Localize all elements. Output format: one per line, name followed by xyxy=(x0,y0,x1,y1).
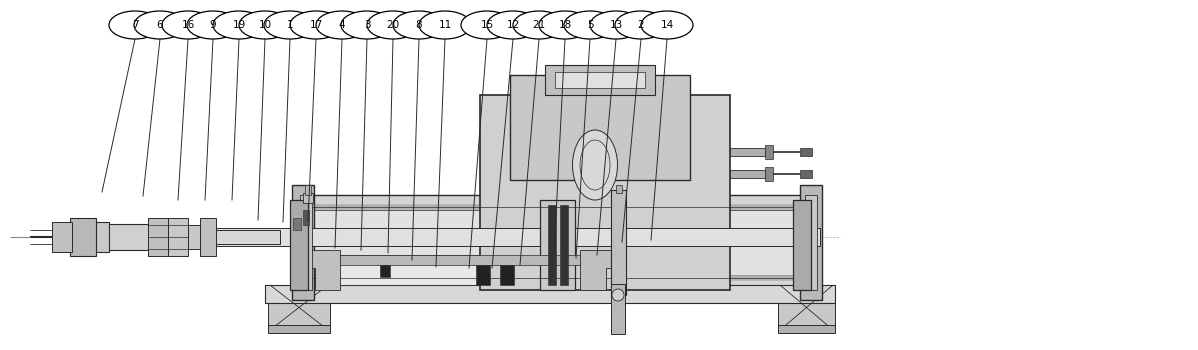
Bar xyxy=(294,218,301,230)
Bar xyxy=(800,148,812,156)
Text: 11: 11 xyxy=(438,20,452,30)
Ellipse shape xyxy=(461,11,513,39)
Polygon shape xyxy=(268,285,329,330)
Bar xyxy=(300,195,311,290)
Bar xyxy=(292,185,314,300)
Bar xyxy=(800,185,822,300)
Bar xyxy=(500,265,514,285)
Text: 13: 13 xyxy=(610,20,623,30)
Bar xyxy=(800,170,812,178)
Bar xyxy=(766,167,773,181)
Polygon shape xyxy=(149,218,168,256)
Ellipse shape xyxy=(573,130,617,200)
Bar xyxy=(99,228,819,246)
Polygon shape xyxy=(778,285,835,330)
Ellipse shape xyxy=(539,11,591,39)
Text: 18: 18 xyxy=(558,20,571,30)
Ellipse shape xyxy=(316,11,368,39)
Bar xyxy=(188,225,210,249)
Ellipse shape xyxy=(564,11,616,39)
Bar xyxy=(200,218,216,256)
Text: 16: 16 xyxy=(181,20,194,30)
Text: 14: 14 xyxy=(660,20,673,30)
Bar xyxy=(555,72,645,88)
Ellipse shape xyxy=(341,11,393,39)
Bar xyxy=(305,185,311,195)
Text: 10: 10 xyxy=(259,20,272,30)
Ellipse shape xyxy=(109,11,161,39)
Bar xyxy=(303,210,309,225)
Bar xyxy=(805,195,817,290)
Ellipse shape xyxy=(290,11,341,39)
Bar xyxy=(616,185,622,193)
Text: 17: 17 xyxy=(309,20,322,30)
Bar xyxy=(611,190,627,295)
Polygon shape xyxy=(69,218,96,256)
Bar xyxy=(730,148,766,156)
Bar xyxy=(480,95,730,290)
Text: 21: 21 xyxy=(532,20,545,30)
Bar xyxy=(315,255,605,265)
Ellipse shape xyxy=(162,11,214,39)
Ellipse shape xyxy=(393,11,444,39)
Text: 15: 15 xyxy=(480,20,494,30)
Polygon shape xyxy=(295,250,340,290)
Text: 7: 7 xyxy=(132,20,138,30)
Text: 19: 19 xyxy=(232,20,246,30)
Text: 20: 20 xyxy=(387,20,400,30)
Text: 1: 1 xyxy=(286,20,294,30)
Polygon shape xyxy=(168,218,188,256)
Text: 3: 3 xyxy=(364,20,370,30)
Ellipse shape xyxy=(367,11,419,39)
Text: 12: 12 xyxy=(507,20,520,30)
Polygon shape xyxy=(580,250,625,290)
Text: 5: 5 xyxy=(587,20,593,30)
Bar xyxy=(540,200,575,290)
Bar xyxy=(295,210,805,275)
Bar xyxy=(730,170,766,178)
Ellipse shape xyxy=(641,11,692,39)
Bar xyxy=(303,193,313,203)
Bar xyxy=(559,205,568,285)
Ellipse shape xyxy=(187,11,238,39)
Ellipse shape xyxy=(589,11,642,39)
Text: 9: 9 xyxy=(210,20,217,30)
Bar xyxy=(611,284,625,334)
Bar xyxy=(265,285,835,303)
Bar xyxy=(545,65,655,95)
Text: 8: 8 xyxy=(416,20,423,30)
Text: 2: 2 xyxy=(637,20,645,30)
Bar xyxy=(766,145,773,159)
Bar xyxy=(793,200,811,290)
Ellipse shape xyxy=(513,11,565,39)
Ellipse shape xyxy=(419,11,471,39)
Polygon shape xyxy=(52,222,72,252)
Ellipse shape xyxy=(213,11,265,39)
Bar xyxy=(315,255,605,285)
Circle shape xyxy=(612,289,624,301)
Ellipse shape xyxy=(238,11,291,39)
Bar xyxy=(99,230,280,244)
Bar xyxy=(778,325,835,333)
Ellipse shape xyxy=(488,11,539,39)
Bar xyxy=(547,205,556,285)
Text: 4: 4 xyxy=(339,20,345,30)
Bar xyxy=(510,75,690,180)
Ellipse shape xyxy=(134,11,186,39)
Bar xyxy=(295,195,805,290)
Bar xyxy=(95,222,109,252)
Bar xyxy=(268,325,329,333)
Bar xyxy=(108,224,150,250)
Bar xyxy=(476,265,490,285)
Bar xyxy=(290,200,308,290)
Text: 6: 6 xyxy=(157,20,163,30)
Ellipse shape xyxy=(615,11,667,39)
Bar xyxy=(380,265,391,277)
Ellipse shape xyxy=(264,11,316,39)
